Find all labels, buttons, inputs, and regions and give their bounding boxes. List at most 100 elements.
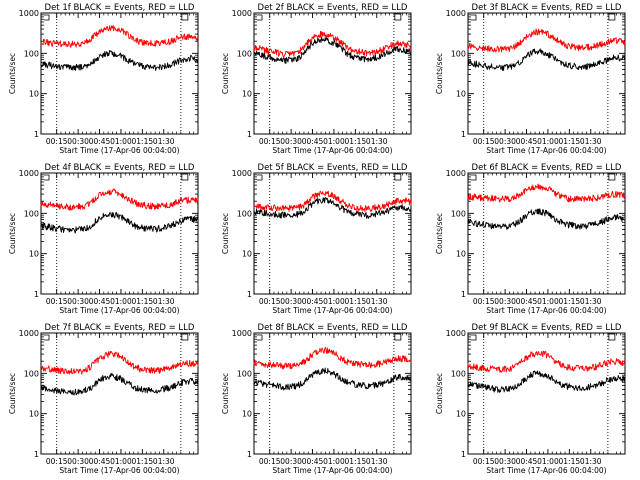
- y-axis-label: Counts/sec: [221, 53, 230, 94]
- series-events-line: [253, 36, 412, 65]
- y-tick-label: 100: [237, 49, 252, 58]
- series-events-line: [467, 370, 626, 393]
- y-tick-label: 100: [24, 49, 39, 58]
- y-axis-label: Counts/sec: [8, 53, 17, 94]
- chart-title: Det 1f BLACK = Events, RED = LLD: [45, 3, 195, 13]
- x-axis-label: Start Time (17-Apr-06 00:04:00): [486, 146, 606, 155]
- x-tick-label: 01:00: [110, 297, 132, 306]
- chart-panel-3: Det 3f BLACK = Events, RED = LLD 1 10 100 10…: [435, 3, 626, 155]
- chart-panel-7: Det 7f BLACK = Events, RED = LLD 1 10 100 10…: [8, 323, 199, 475]
- x-tick-label: 00:15: [473, 137, 495, 146]
- y-tick-label: 100: [237, 369, 252, 378]
- flag-marker: [44, 174, 50, 181]
- y-tick-label: 10: [456, 410, 466, 419]
- chart-title: Det 2f BLACK = Events, RED = LLD: [258, 3, 408, 13]
- plot-frame: [40, 172, 199, 295]
- y-axis-label: Counts/sec: [435, 213, 444, 254]
- y-axis-label: Counts/sec: [8, 213, 17, 254]
- x-tick-label: 00:45: [89, 457, 111, 466]
- series-lld-line: [40, 350, 199, 375]
- x-tick-label: 01:15: [345, 297, 367, 306]
- flag-marker: [257, 334, 263, 341]
- y-axis-label: Counts/sec: [221, 213, 230, 254]
- y-tick-label: 10: [29, 90, 39, 99]
- series-lld-line: [40, 188, 199, 211]
- x-tick-label: 01:30: [153, 457, 175, 466]
- x-tick-label: 00:15: [473, 297, 495, 306]
- series-lld-line: [253, 30, 412, 58]
- x-axis-label: Start Time (17-Apr-06 00:04:00): [486, 466, 606, 475]
- series-events-line: [253, 367, 412, 391]
- x-axis-label: Start Time (17-Apr-06 00:04:00): [272, 306, 392, 315]
- y-tick-label: 1: [247, 290, 252, 299]
- series-lld-line: [467, 183, 626, 203]
- plot-frame: [467, 12, 626, 135]
- flag-marker: [257, 174, 263, 181]
- x-tick-label: 00:30: [280, 457, 302, 466]
- chart-panel-8: Det 8f BLACK = Events, RED = LLD 1 10 100 10…: [221, 323, 412, 475]
- x-tick-label: 01:15: [559, 137, 581, 146]
- x-tick-label: 01:30: [366, 457, 388, 466]
- flag-marker: [608, 333, 616, 341]
- x-tick-label: 00:30: [67, 137, 89, 146]
- x-tick-label: 01:00: [537, 137, 559, 146]
- y-tick-label: 100: [24, 369, 39, 378]
- x-tick-label: 01:15: [559, 297, 581, 306]
- x-tick-label: 00:15: [259, 297, 281, 306]
- x-tick-label: 01:30: [580, 297, 602, 306]
- y-tick-label: 1000: [232, 9, 252, 18]
- x-tick-label: 01:00: [537, 297, 559, 306]
- y-tick-label: 10: [456, 250, 466, 259]
- x-axis-label: Start Time (17-Apr-06 00:04:00): [59, 146, 179, 155]
- x-axis-label: Start Time (17-Apr-06 00:04:00): [59, 306, 179, 315]
- flag-marker: [181, 13, 189, 21]
- y-tick-label: 1000: [232, 329, 252, 338]
- y-axis-label: Counts/sec: [221, 373, 230, 414]
- plot-frame: [40, 332, 199, 455]
- x-axis-label: Start Time (17-Apr-06 00:04:00): [59, 466, 179, 475]
- x-tick-label: 00:15: [46, 457, 68, 466]
- x-tick-label: 00:15: [46, 137, 68, 146]
- y-tick-label: 1000: [446, 9, 466, 18]
- x-tick-label: 01:30: [153, 297, 175, 306]
- x-tick-label: 01:30: [153, 137, 175, 146]
- y-tick-label: 1000: [19, 169, 39, 178]
- series-events-line: [467, 48, 626, 71]
- x-tick-label: 01:15: [132, 457, 154, 466]
- chart-panel-2: Det 2f BLACK = Events, RED = LLD 1 10 100 10…: [221, 3, 412, 155]
- chart-panel-1: Det 1f BLACK = Events, RED = LLD 1 10 100 10…: [8, 3, 199, 155]
- x-tick-label: 00:45: [89, 137, 111, 146]
- plot-frame: [40, 12, 199, 135]
- chart-panel-4: Det 4f BLACK = Events, RED = LLD 1 10 100 10…: [8, 163, 199, 315]
- x-axis-label: Start Time (17-Apr-06 00:04:00): [272, 466, 392, 475]
- chart-panel-6: Det 6f BLACK = Events, RED = LLD 1 10 100 10…: [435, 163, 626, 315]
- x-tick-label: 00:45: [89, 297, 111, 306]
- y-tick-label: 10: [242, 410, 252, 419]
- y-axis-label: Counts/sec: [8, 373, 17, 414]
- x-tick-label: 00:30: [67, 457, 89, 466]
- series-lld-line: [467, 28, 626, 53]
- x-tick-label: 00:30: [494, 457, 516, 466]
- x-tick-label: 00:45: [302, 137, 324, 146]
- flag-marker: [394, 333, 402, 341]
- series-lld-line: [40, 25, 199, 48]
- chart-title: Det 9f BLACK = Events, RED = LLD: [472, 323, 622, 333]
- y-tick-label: 1000: [19, 329, 39, 338]
- series-events-line: [40, 50, 199, 71]
- series-lld-line: [467, 350, 626, 373]
- plot-frame: [253, 12, 412, 135]
- x-tick-label: 01:00: [110, 457, 132, 466]
- series-events-line: [40, 372, 199, 396]
- x-axis-label: Start Time (17-Apr-06 00:04:00): [272, 146, 392, 155]
- x-tick-label: 01:15: [132, 137, 154, 146]
- y-tick-label: 1000: [446, 169, 466, 178]
- chart-title: Det 4f BLACK = Events, RED = LLD: [45, 163, 195, 173]
- x-tick-label: 00:30: [494, 137, 516, 146]
- flag-marker: [471, 14, 477, 21]
- chart-panel-5: Det 5f BLACK = Events, RED = LLD 1 10 100 10…: [221, 163, 412, 315]
- flag-marker: [44, 334, 50, 341]
- chart-title: Det 8f BLACK = Events, RED = LLD: [258, 323, 408, 333]
- chart-title: Det 7f BLACK = Events, RED = LLD: [45, 323, 195, 333]
- x-tick-label: 01:30: [580, 137, 602, 146]
